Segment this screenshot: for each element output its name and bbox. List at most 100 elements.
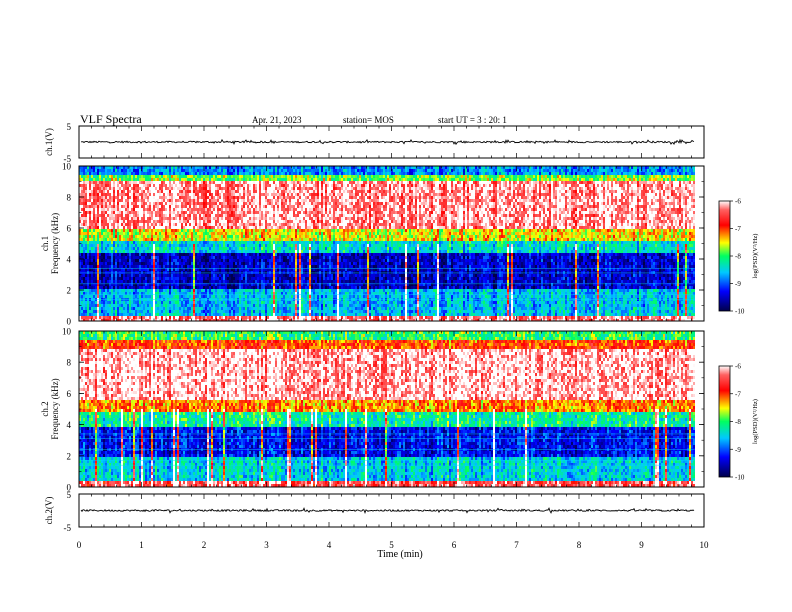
spectrogram-cell <box>119 226 121 229</box>
spectrogram-cell <box>131 319 133 321</box>
spectrogram-cell <box>261 307 263 310</box>
spectrogram-cell <box>129 235 131 238</box>
spectrogram-cell <box>167 166 169 169</box>
spectrogram-cell <box>255 238 257 241</box>
spectrogram-cell <box>245 172 247 175</box>
spectrogram-cell <box>209 217 211 220</box>
spectrogram-cell <box>265 202 267 205</box>
spectrogram-cell <box>251 283 253 286</box>
spectrogram-cell <box>247 313 249 316</box>
spectrogram-cell <box>201 196 203 199</box>
spectrogram-cell <box>157 247 159 250</box>
spectrogram-cell <box>193 190 195 193</box>
spectrogram-cell <box>173 193 175 196</box>
spectrogram-cell <box>141 175 143 178</box>
spectrogram-cell <box>93 178 95 181</box>
spectrogram-cell <box>191 223 193 226</box>
spectrogram-cell <box>145 265 147 268</box>
spectrogram-cell <box>231 301 233 304</box>
spectrogram-cell <box>239 217 241 220</box>
spectrogram-cell <box>175 223 177 226</box>
spectrogram-cell <box>139 169 141 172</box>
spectrogram-cell <box>207 244 209 247</box>
spectrogram-cell <box>157 166 159 169</box>
spectrogram-cell <box>253 295 255 298</box>
spectrogram-cell <box>167 241 169 244</box>
spectrogram-cell <box>147 241 149 244</box>
spectrogram-cell <box>251 307 253 310</box>
spectrogram-cell <box>249 220 251 223</box>
spectrogram-cell <box>91 253 93 256</box>
spectrogram-cell <box>153 295 155 298</box>
spectrogram-cell <box>233 217 235 220</box>
spectrogram-cell <box>229 199 231 202</box>
spectrogram-cell <box>233 238 235 241</box>
spectrogram-cell <box>207 214 209 217</box>
spectrogram-cell <box>203 289 205 292</box>
spectrogram-cell <box>209 307 211 310</box>
spectrogram-cell <box>203 217 205 220</box>
spectrogram-cell <box>129 172 131 175</box>
spectrogram-cell <box>219 220 221 223</box>
spectrogram-cell <box>139 274 141 277</box>
spectrogram-cell <box>247 256 249 259</box>
spectrogram-cell <box>189 238 191 241</box>
spectrogram-cell <box>265 289 267 292</box>
spectrogram-cell <box>101 217 103 220</box>
spectrogram-cell <box>125 253 127 256</box>
spectrogram-cell <box>227 271 229 274</box>
spectrogram-cell <box>137 208 139 211</box>
spectrogram-cell <box>151 169 153 172</box>
spectrogram-cell <box>143 175 145 178</box>
spectrogram-cell <box>161 205 163 208</box>
spectrogram-cell <box>83 187 85 190</box>
spectrogram-cell <box>211 286 213 289</box>
spectrogram-cell <box>163 214 165 217</box>
spectrogram-cell <box>179 310 181 313</box>
spectrogram-cell <box>143 223 145 226</box>
spectrogram-cell <box>263 205 265 208</box>
spectrogram-cell <box>91 202 93 205</box>
spectrogram-cell <box>255 187 257 190</box>
spectrogram-cell <box>233 292 235 295</box>
spectrogram-cell <box>119 265 121 268</box>
spectrogram-cell <box>197 229 199 232</box>
spectrogram-cell <box>211 172 213 175</box>
spectrogram-cell <box>265 247 267 250</box>
spectrogram-cell <box>141 316 143 319</box>
spectrogram-cell <box>241 193 243 196</box>
spectrogram-cell <box>181 187 183 190</box>
spectrogram-cell <box>133 184 135 187</box>
spectrogram-cell <box>193 274 195 277</box>
spectrogram-cell <box>131 250 133 253</box>
spectrogram-cell <box>179 226 181 229</box>
spectrogram-cell <box>159 199 161 202</box>
spectrogram-cell <box>201 250 203 253</box>
spectrogram-cell <box>235 241 237 244</box>
spectrogram-cell <box>105 214 107 217</box>
spectrogram-cell <box>181 235 183 238</box>
spectrogram-cell <box>203 226 205 229</box>
spectrogram-cell <box>181 178 183 181</box>
spectrogram-cell <box>127 199 129 202</box>
spectrogram-cell <box>197 187 199 190</box>
spectrogram-cell <box>137 304 139 307</box>
spectrogram-cell <box>157 193 159 196</box>
spectrogram-cell <box>165 265 167 268</box>
spectrogram-cell <box>163 181 165 184</box>
spectrogram-cell <box>127 295 129 298</box>
spectrogram-cell <box>157 220 159 223</box>
spectrogram-cell <box>171 202 173 205</box>
spectrogram-cell <box>195 277 197 280</box>
spectrogram-cell <box>145 289 147 292</box>
spectrogram-cell <box>137 247 139 250</box>
spectrogram-cell <box>209 208 211 211</box>
spectrogram-cell <box>209 247 211 250</box>
spectrogram-cell <box>235 166 237 169</box>
spectrogram-cell <box>191 280 193 283</box>
spectrogram-cell <box>263 268 265 271</box>
spectrogram-cell <box>143 181 145 184</box>
spectrogram-cell <box>231 247 233 250</box>
spectrogram-cell <box>125 205 127 208</box>
spectrogram-cell <box>211 256 213 259</box>
